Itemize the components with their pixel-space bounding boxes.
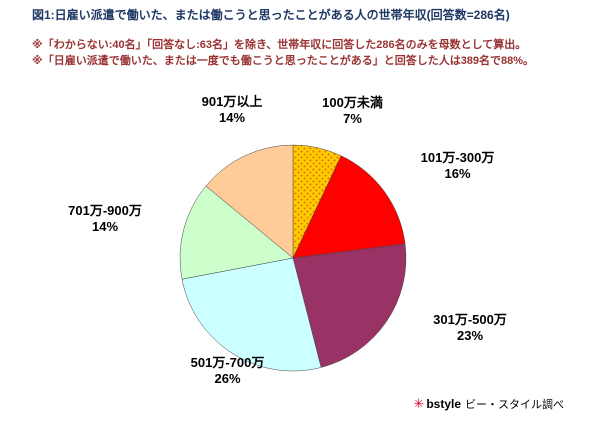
source-credit: ✳ bstyle ビー・スタイル調べ [413, 396, 564, 412]
chart-note-1: ※「わからない:40名」「回答なし:63名」を除き、世帯年収に回答した286名の… [32, 39, 527, 51]
pie-slice-5 [205, 144, 294, 259]
chart-title: 図1:日雇い派遣で働いた、または働こうと思ったことがある人の世帯年収(回答数=2… [32, 8, 510, 22]
slice-label-text: 301万-500万 [433, 312, 507, 327]
slice-label-text: 501万-700万 [190, 355, 265, 370]
slice-percent-text: 23% [456, 327, 484, 343]
pie-slice-3 [181, 257, 322, 372]
slice-label-text: 901万以上 [201, 94, 263, 109]
slice-percent-text: 7% [343, 110, 362, 126]
chart-note-2: ※「日雇い派遣で働いた、または一度でも働こうと思ったことがある」と回答した人は3… [32, 55, 535, 67]
slice-label-301-500: 301万-500万 23% [405, 312, 535, 343]
pie-slice-4 [179, 185, 294, 280]
slice-label-text: 101万-300万 [420, 150, 495, 165]
slice-label-under-100: 100万未満 7% [295, 95, 410, 126]
bstyle-logo-icon: ✳ [413, 396, 425, 411]
slice-label-701-900: 701万-900万 14% [40, 203, 170, 234]
pie-slice-1 [292, 155, 406, 259]
slice-percent-text: 14% [218, 109, 246, 125]
pie-slices-group [179, 144, 407, 372]
bstyle-brand-text: bstyle [426, 397, 461, 411]
slice-label-over-901: 901万以上 14% [172, 94, 292, 125]
slice-percent-text: 26% [214, 370, 241, 386]
pie-slice-2 [292, 243, 407, 368]
slice-label-501-700: 501万-700万 26% [160, 355, 295, 386]
slice-label-text: 701万-900万 [68, 203, 142, 218]
credit-text: ビー・スタイル調べ [465, 399, 564, 411]
slice-percent-text: 14% [91, 218, 119, 234]
slice-label-text: 100万未満 [322, 95, 383, 110]
slice-label-101-300: 101万-300万 16% [395, 150, 520, 181]
slice-percent-text: 16% [444, 165, 471, 181]
